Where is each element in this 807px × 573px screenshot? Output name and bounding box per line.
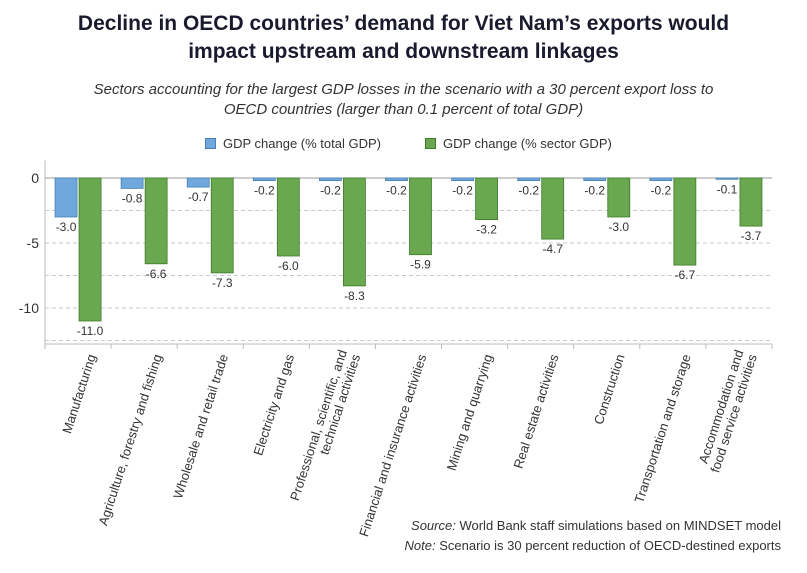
data-label-total-gdp: -0.7 <box>188 190 209 204</box>
data-label-total-gdp: -0.2 <box>320 184 341 198</box>
bar-sector-gdp <box>210 177 234 274</box>
legend-swatch-total <box>205 138 216 149</box>
chart-subtitle-line-2: OECD countries (larger than 0.1 percent … <box>223 101 584 118</box>
x-category-label: Mining and quarrying <box>444 352 496 472</box>
source-note-text: World Bank staff simulations based on MI… <box>455 518 781 533</box>
x-category-label: Accommodation andfood service activities <box>694 348 760 475</box>
x-category-label-line: Agriculture, forestry and fishing <box>95 352 165 527</box>
x-category-label-line: Electricity and gas <box>250 352 297 457</box>
data-label-sector-gdp: -3.0 <box>608 220 629 234</box>
data-label-sector-gdp: -8.3 <box>344 289 365 303</box>
data-label-sector-gdp: -6.7 <box>675 268 696 282</box>
chart-title: Decline in OECD countries’ demand for Vi… <box>0 10 807 66</box>
y-tick-label: -5 <box>27 235 40 251</box>
x-category-label: Agriculture, forestry and fishing <box>95 352 165 527</box>
bar-total-gdp <box>186 177 210 188</box>
data-label-total-gdp: -0.2 <box>651 184 672 198</box>
x-category-label: Financial and insurance activities <box>356 352 429 539</box>
bar-total-gdp <box>385 177 408 181</box>
chart-subtitle-line-1: Sectors accounting for the largest GDP l… <box>93 81 714 98</box>
x-category-label: Electricity and gas <box>250 352 297 457</box>
x-category-label: Professional, scientific, andtechnical a… <box>287 348 363 507</box>
legend-swatch-sector <box>425 138 436 149</box>
bar-total-gdp <box>649 177 673 181</box>
x-category-label-line: Mining and quarrying <box>444 352 496 472</box>
bar-total-gdp <box>451 177 474 181</box>
data-label-sector-gdp: -3.7 <box>741 229 762 243</box>
data-label-total-gdp: -0.2 <box>518 184 539 198</box>
bar-sector-gdp <box>78 177 102 322</box>
bar-total-gdp <box>54 177 78 218</box>
data-label-sector-gdp: -6.0 <box>278 259 299 273</box>
y-tick-label: -10 <box>19 300 39 316</box>
bar-sector-gdp <box>343 177 366 287</box>
bar-total-gdp <box>120 177 144 189</box>
bar-sector-gdp <box>276 177 300 257</box>
data-label-total-gdp: -3.0 <box>56 220 77 234</box>
scenario-note-text: Scenario is 30 percent reduction of OECD… <box>435 538 781 553</box>
bar-total-gdp <box>252 177 276 181</box>
data-label-sector-gdp: -6.6 <box>146 267 167 281</box>
x-category-label: Transportation and storage <box>631 352 693 505</box>
scenario-note: Note: Scenario is 30 percent reduction o… <box>405 536 781 556</box>
data-label-total-gdp: -0.1 <box>717 182 738 196</box>
chart-legend: GDP change (% total GDP) GDP change (% s… <box>0 135 807 153</box>
x-category-label-line: Wholesale and retail trade <box>170 352 231 500</box>
x-category-label: Wholesale and retail trade <box>170 352 231 500</box>
data-label-total-gdp: -0.2 <box>584 184 605 198</box>
bar-total-gdp <box>583 177 607 181</box>
data-label-sector-gdp: -5.9 <box>410 258 431 272</box>
data-label-sector-gdp: -3.2 <box>476 223 497 237</box>
bar-sector-gdp <box>739 177 763 227</box>
x-category-label: Construction <box>591 352 628 426</box>
bar-total-gdp <box>319 177 342 181</box>
bar-sector-gdp <box>409 177 432 256</box>
x-category-label-line: Financial and insurance activities <box>356 352 429 539</box>
legend-label-sector: GDP change (% sector GDP) <box>443 136 612 151</box>
bar-sector-gdp <box>673 177 697 266</box>
x-category-label: Real estate activities <box>510 352 561 470</box>
bar-total-gdp <box>715 177 739 180</box>
bar-total-gdp <box>517 177 541 181</box>
data-label-total-gdp: -0.2 <box>452 184 473 198</box>
data-label-total-gdp: -0.2 <box>254 184 275 198</box>
legend-label-total: GDP change (% total GDP) <box>223 136 381 151</box>
source-note-label: Source: <box>411 518 456 533</box>
data-label-total-gdp: -0.2 <box>386 184 407 198</box>
x-category-label-line: Real estate activities <box>510 352 561 470</box>
chart-title-line-1: Decline in OECD countries’ demand for Vi… <box>77 12 730 35</box>
bar-sector-gdp <box>475 177 498 220</box>
source-note: Source: World Bank staff simulations bas… <box>405 516 781 536</box>
data-label-sector-gdp: -7.3 <box>212 276 233 290</box>
data-label-sector-gdp: -4.7 <box>542 242 563 256</box>
x-category-label-line: Manufacturing <box>59 352 99 435</box>
chart-subtitle: Sectors accounting for the largest GDP l… <box>40 80 767 120</box>
bar-sector-gdp <box>607 177 631 218</box>
x-category-label-line: Transportation and storage <box>631 352 693 505</box>
scenario-note-label: Note: <box>404 538 436 553</box>
data-label-total-gdp: -0.8 <box>122 191 143 205</box>
bar-sector-gdp <box>144 177 168 265</box>
bar-sector-gdp <box>541 177 565 240</box>
x-category-label: Manufacturing <box>59 352 99 435</box>
chart-title-line-2: impact upstream and downstream linkages <box>188 40 619 63</box>
chart-notes: Source: World Bank staff simulations bas… <box>405 516 781 556</box>
x-category-label-line: Construction <box>591 352 628 426</box>
data-label-sector-gdp: -11.0 <box>77 324 104 338</box>
y-tick-label: 0 <box>31 170 39 186</box>
